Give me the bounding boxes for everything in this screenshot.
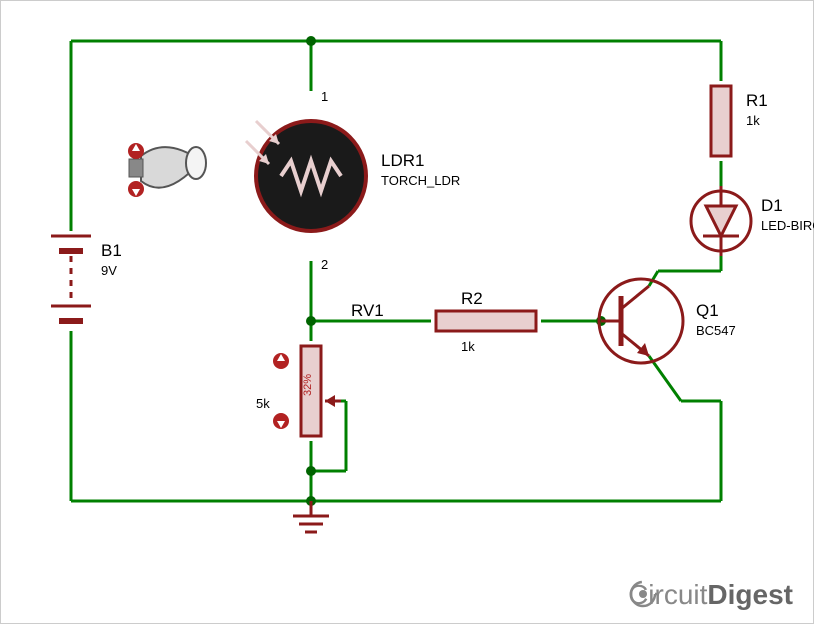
ldr-pin1: 1 [321, 89, 328, 104]
r1-ref: R1 [746, 91, 768, 111]
trans-ref: Q1 [696, 301, 719, 321]
r1-val: 1k [746, 113, 760, 128]
pot-val: 5k [256, 396, 270, 411]
led-ref: D1 [761, 196, 783, 216]
ldr-ref: LDR1 [381, 151, 424, 171]
ldr-pin2: 2 [321, 257, 328, 272]
battery-symbol [51, 236, 91, 321]
pot-ref: RV1 [351, 301, 384, 321]
led-val: LED-BIRG [761, 218, 814, 233]
r1-symbol [711, 86, 731, 156]
ldr-val: TORCH_LDR [381, 173, 460, 188]
logo-part2: Digest [707, 579, 793, 610]
ground-symbol [293, 501, 329, 532]
nodes [306, 36, 606, 506]
transistor-symbol [599, 279, 683, 363]
battery-ref: B1 [101, 241, 122, 261]
wires [71, 41, 721, 501]
ldr-symbol [246, 121, 366, 231]
pot-setting: 32% [302, 374, 314, 396]
r2-symbol [436, 311, 536, 331]
battery-val: 9V [101, 263, 117, 278]
schematic-svg: 1 2 32% [1, 1, 814, 625]
light-source-icon [128, 143, 206, 197]
watermark-logo: CircuitDigest [628, 579, 793, 611]
trans-val: BC547 [696, 323, 736, 338]
led-symbol [691, 186, 751, 256]
r2-val: 1k [461, 339, 475, 354]
circuit-diagram: 1 2 32% B1 9V LDR1 TORCH_LDR RV1 5k R1 1… [0, 0, 814, 624]
r2-ref: R2 [461, 289, 483, 309]
